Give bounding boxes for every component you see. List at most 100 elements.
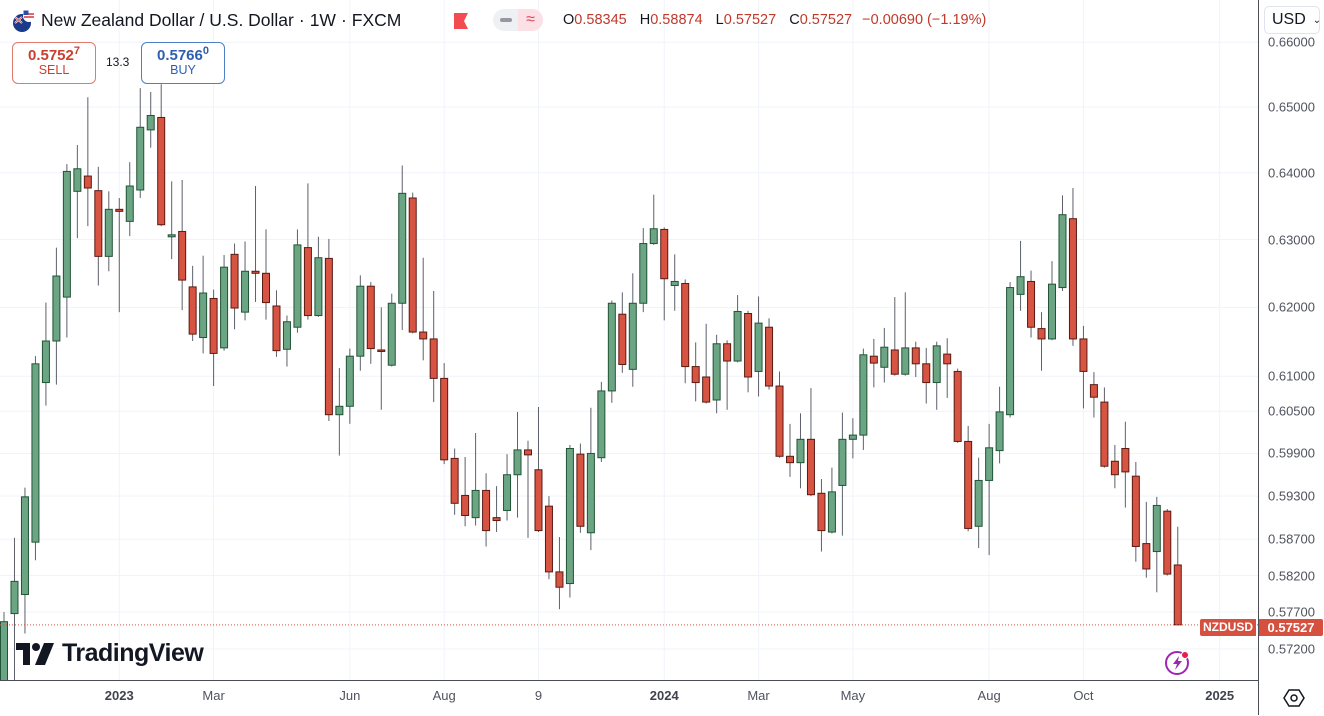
sell-button[interactable]: 0.57527 SELL <box>12 42 96 84</box>
chart-settings-icon[interactable] <box>1283 688 1305 708</box>
candle-body <box>482 489 491 532</box>
candle-up <box>733 295 742 363</box>
time-axis[interactable] <box>0 680 1258 716</box>
time-tick-label: 2025 <box>1205 688 1235 703</box>
candle-body <box>597 390 606 459</box>
candle-down <box>775 371 784 458</box>
candle-body <box>628 302 637 370</box>
candle-down <box>209 289 218 387</box>
candle-down <box>303 183 312 320</box>
time-tick-label: Mar <box>747 688 770 703</box>
candle-body <box>786 455 794 464</box>
candle-body <box>408 197 417 333</box>
candle-up <box>796 413 805 489</box>
candle-down <box>272 290 281 357</box>
candle-body <box>20 496 29 596</box>
symbol-name: New Zealand Dollar / U.S. Dollar <box>41 10 294 30</box>
candle-down <box>450 448 459 515</box>
candle-down <box>178 180 187 311</box>
candle-body <box>492 517 501 522</box>
logo-text: TradingView <box>62 639 204 667</box>
lightning-icon[interactable] <box>1164 648 1192 676</box>
candle-body <box>1089 384 1098 398</box>
candle-up <box>1048 261 1056 341</box>
candle-down <box>964 425 973 532</box>
candle-down <box>618 292 627 373</box>
candle-down <box>1079 325 1088 409</box>
ohlc-readout: O0.58345 H0.58874 L0.57527 C0.57527 −0.0… <box>563 12 986 28</box>
exchange-label: FXCM <box>351 10 402 30</box>
candle-body <box>744 313 753 378</box>
symbol-title[interactable]: New Zealand Dollar / U.S. Dollar · 1W · FXCM <box>41 10 402 30</box>
candle-up <box>125 162 134 237</box>
time-tick-label: 2023 <box>104 688 134 703</box>
candle-up <box>1006 282 1015 418</box>
candle-down <box>1027 270 1036 338</box>
indicator-toggle-pill[interactable]: ≈ <box>493 9 543 31</box>
nz-flag-icon <box>13 10 35 32</box>
candle-down <box>544 496 553 580</box>
candle-body <box>534 469 543 532</box>
candle-down <box>157 84 166 227</box>
minus-icon[interactable] <box>493 9 518 31</box>
candle-body <box>691 366 700 384</box>
candle-up <box>335 367 344 456</box>
candlestick-chart[interactable] <box>0 0 1258 680</box>
candle-down <box>1100 387 1109 468</box>
candle-down <box>953 368 962 443</box>
candle-body <box>974 479 983 527</box>
candle-body <box>544 505 553 573</box>
approx-wave-icon[interactable]: ≈ <box>518 9 543 31</box>
candle-body <box>922 363 931 384</box>
candle-up <box>607 300 616 403</box>
red-flag-icon[interactable] <box>454 13 468 29</box>
candle-body <box>136 126 145 191</box>
candle-body <box>31 363 40 543</box>
candle-down <box>922 347 931 404</box>
currency-selector[interactable]: USD ⌄ <box>1264 6 1322 34</box>
chevron-down-icon: ⌄ <box>1312 14 1322 26</box>
last-price-label: 0.57527 <box>1259 619 1323 636</box>
price-tick-label: 0.63000 <box>1268 232 1315 247</box>
candle-body <box>188 286 197 335</box>
candle-up <box>398 165 407 330</box>
candle-body <box>1016 276 1025 295</box>
candle-body <box>314 257 323 317</box>
candle-down <box>440 363 449 465</box>
price-axis[interactable] <box>1258 0 1324 715</box>
candle-body <box>754 322 763 372</box>
candle-body <box>723 343 732 362</box>
price-tick-label: 0.58200 <box>1268 568 1315 584</box>
candle-up <box>597 381 606 462</box>
candle-body <box>1152 504 1161 553</box>
buy-button[interactable]: 0.57660 BUY <box>141 42 225 84</box>
candle-body <box>806 438 815 496</box>
time-tick-label: Aug <box>977 688 1001 703</box>
candle-up <box>199 255 208 354</box>
price-tick-label: 0.65000 <box>1268 99 1315 115</box>
interval-label[interactable]: 1W <box>309 10 336 30</box>
candle-up <box>0 612 8 680</box>
candle-down <box>806 388 815 497</box>
time-tick-label: Mar <box>202 688 225 703</box>
candle-up <box>565 444 574 598</box>
candle-body <box>94 190 103 257</box>
candle-body <box>62 170 71 298</box>
candle-down <box>691 342 700 402</box>
candle-body <box>1058 214 1067 289</box>
candle-body <box>953 370 962 442</box>
candle-body <box>943 353 952 365</box>
candle-body <box>356 285 365 357</box>
candle-body <box>262 272 270 304</box>
candle-down <box>482 473 491 547</box>
price-tick-label: 0.57700 <box>1268 604 1315 620</box>
candle-up <box>52 247 61 385</box>
candle-down <box>1163 509 1172 576</box>
candle-body <box>230 253 239 309</box>
open-label: O <box>563 12 575 28</box>
candle-down <box>188 265 197 341</box>
tradingview-logo[interactable]: TradingView <box>16 639 204 668</box>
candle-body <box>251 270 260 274</box>
candle-body <box>450 457 459 504</box>
candle-down <box>555 537 564 610</box>
